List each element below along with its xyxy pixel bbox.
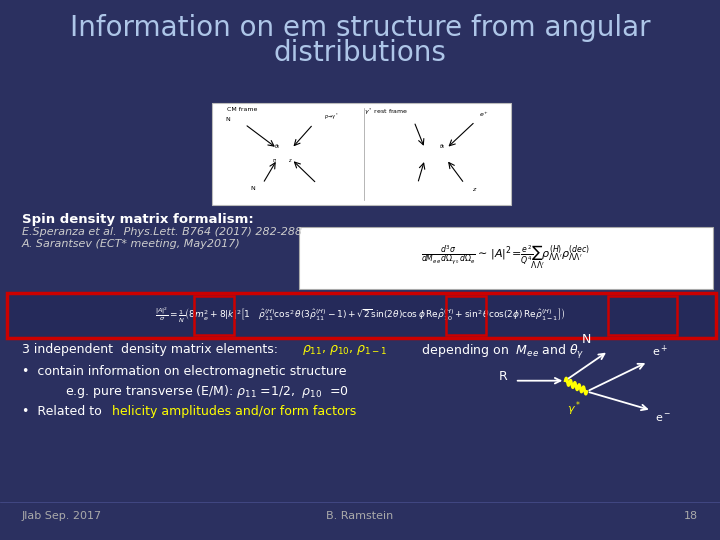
Text: distributions: distributions (274, 39, 446, 67)
Text: CM frame: CM frame (227, 107, 257, 112)
Text: R: R (499, 370, 508, 383)
Text: $e^+$: $e^+$ (479, 110, 489, 119)
Text: depending on  $M_{ee}$ and $\theta_\gamma$: depending on $M_{ee}$ and $\theta_\gamma… (414, 343, 585, 361)
Text: Information on em structure from angular: Information on em structure from angular (70, 14, 650, 42)
Bar (446, 296, 486, 335)
Text: A. Sarantsev (ECT* meeting, May2017): A. Sarantsev (ECT* meeting, May2017) (22, 239, 240, 249)
Text: $\rho_{11}$, $\rho_{10}$, $\rho_{1-1}$: $\rho_{11}$, $\rho_{10}$, $\rho_{1-1}$ (302, 343, 388, 357)
Text: $\pi$: $\pi$ (272, 157, 277, 164)
Text: e$^+$: e$^+$ (652, 344, 667, 359)
Text: $\gamma^*$: $\gamma^*$ (567, 400, 582, 418)
Bar (608, 296, 677, 335)
Text: $\gamma^*$ rest frame: $\gamma^*$ rest frame (364, 107, 408, 117)
Text: $\theta_0$: $\theta_0$ (439, 143, 446, 151)
Text: $\frac{|A|^2}{\sigma}=\frac{1}{N}\left(8m_e^2+8|k|^2\left[1\quad\hat{\rho}_{11}^: $\frac{|A|^2}{\sigma}=\frac{1}{N}\left(8… (155, 306, 565, 325)
Bar (212, 103, 511, 205)
Text: $\frac{d^3\sigma}{dM_{ee}\,d\Omega_{\gamma_0}\,d\Omega_{e}}$$\sim\,|A|^2\!=\!\fr: $\frac{d^3\sigma}{dM_{ee}\,d\Omega_{\gam… (421, 244, 590, 272)
Text: N: N (251, 186, 256, 191)
Text: e.g. pure transverse (E/M): $\rho_{11}$ =1/2,  $\rho_{10}$  =0: e.g. pure transverse (E/M): $\rho_{11}$ … (65, 383, 348, 400)
Text: $\theta_0$: $\theta_0$ (274, 143, 281, 151)
Text: E.Speranza et al.  Phys.Lett. B764 (2017) 282-288: E.Speranza et al. Phys.Lett. B764 (2017)… (22, 227, 302, 237)
Text: 3 independent  density matrix elements:: 3 independent density matrix elements: (22, 343, 282, 356)
Text: e$^-$: e$^-$ (655, 413, 671, 424)
Text: helicity amplitudes and/or form factors: helicity amplitudes and/or form factors (112, 405, 356, 418)
Bar (7, 293, 716, 338)
Text: N: N (582, 333, 592, 346)
Bar (299, 227, 713, 289)
Text: •  Related to: • Related to (22, 405, 105, 418)
Text: N: N (225, 117, 230, 122)
Bar (194, 296, 234, 335)
Text: $z$: $z$ (288, 157, 292, 164)
Text: B. Ramstein: B. Ramstein (326, 511, 394, 521)
Text: Spin density matrix formalism:: Spin density matrix formalism: (22, 213, 253, 226)
Text: 18: 18 (684, 511, 698, 521)
Text: $z$: $z$ (472, 186, 477, 193)
Text: •  contain information on electromagnetic structure: • contain information on electromagnetic… (22, 364, 346, 377)
Text: Jlab Sep. 2017: Jlab Sep. 2017 (22, 511, 102, 521)
Text: $p\!\to\!\gamma^*$: $p\!\to\!\gamma^*$ (324, 111, 339, 122)
